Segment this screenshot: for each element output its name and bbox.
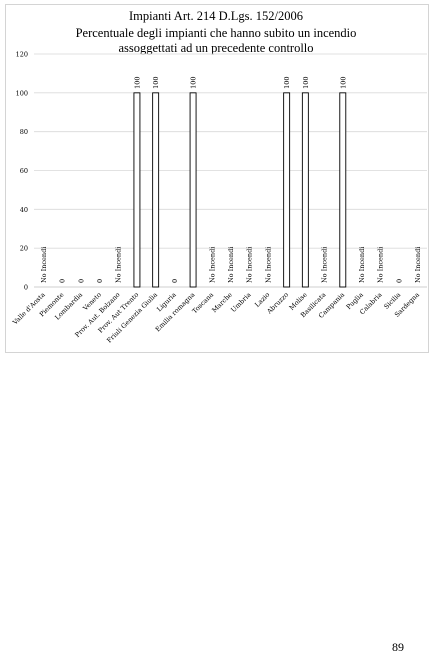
chart-subtitle-line-1: Percentuale degli impianti che hanno sub…: [75, 26, 357, 40]
bar-5: [133, 92, 141, 288]
y-tick-label-40: 40: [20, 206, 28, 214]
data-label-10: No Incendi: [227, 247, 235, 283]
data-label-1: 0: [59, 279, 67, 283]
data-label-11: No Incendi: [246, 247, 254, 283]
data-label-2: 0: [77, 279, 85, 283]
y-tick-label-120: 120: [16, 51, 28, 59]
bar-14: [301, 92, 309, 288]
y-tick-label-60: 60: [20, 167, 28, 175]
bar-8: [189, 92, 197, 288]
bar-13: [283, 92, 291, 288]
data-label-18: No Incendi: [377, 247, 385, 283]
data-label-17: No Incendi: [358, 247, 366, 283]
data-label-3: 0: [96, 279, 104, 283]
page-number: 89: [392, 640, 404, 654]
y-tick-label-0: 0: [24, 284, 28, 292]
y-tick-label-80: 80: [20, 128, 28, 136]
bar-16: [339, 92, 347, 288]
chart-frame: [5, 4, 429, 353]
data-label-6: 100: [152, 76, 160, 88]
data-label-20: No Incendi: [414, 247, 422, 283]
data-label-8: 100: [190, 76, 198, 88]
data-label-15: No Incendi: [321, 247, 329, 283]
y-tick-label-20: 20: [20, 245, 28, 253]
bar-6: [152, 92, 160, 288]
data-label-16: 100: [339, 76, 347, 88]
chart-title: Impianti Art. 214 D.Lgs. 152/2006: [129, 9, 303, 23]
data-label-12: No Incendi: [264, 247, 272, 283]
data-label-13: 100: [283, 76, 291, 88]
data-label-19: 0: [395, 279, 403, 283]
data-label-4: No Incendi: [115, 247, 123, 283]
data-label-5: 100: [133, 76, 141, 88]
x-tick-label-11: Umbria: [229, 291, 252, 314]
data-label-14: 100: [302, 76, 310, 88]
y-tick-label-100: 100: [16, 89, 28, 97]
data-label-9: No Incendi: [208, 247, 216, 283]
data-label-7: 0: [171, 279, 179, 283]
data-label-0: No Incendi: [40, 247, 48, 283]
chart-subtitle-line-2: assoggettati ad un precedente controllo: [118, 41, 314, 55]
